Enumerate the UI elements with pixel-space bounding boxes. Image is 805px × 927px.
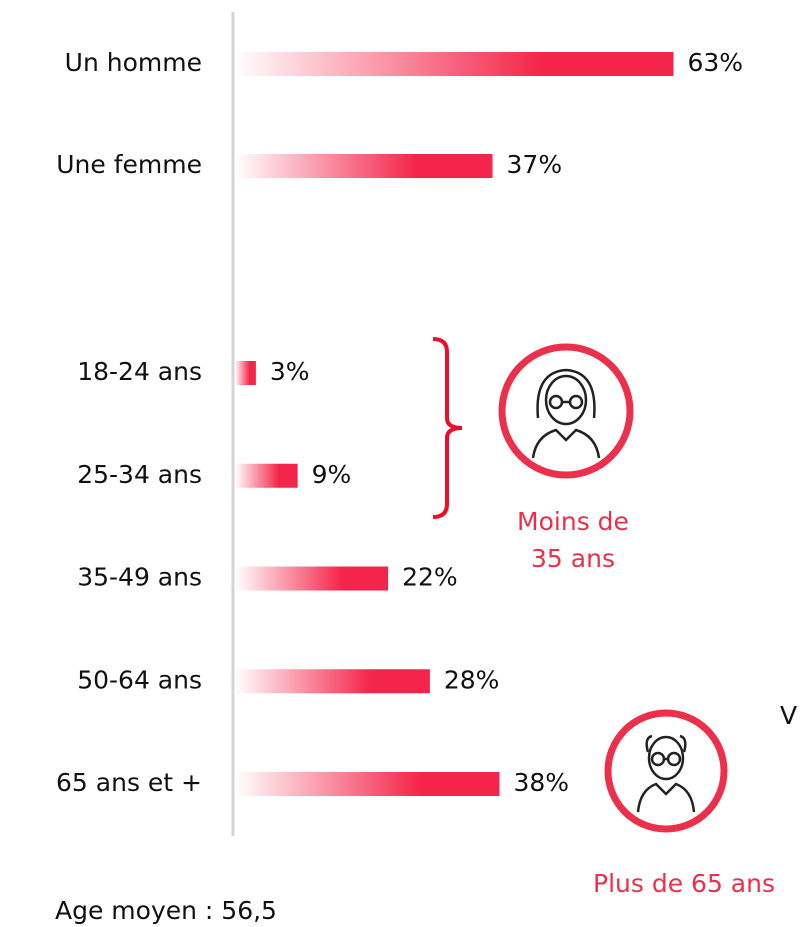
young-label: Moins de xyxy=(517,507,629,536)
category-label: 65 ans et + xyxy=(56,768,202,797)
category-label: Un homme xyxy=(65,48,202,77)
old-label: Plus de 65 ans xyxy=(593,869,775,898)
category-label: Une femme xyxy=(56,150,202,179)
category-label: 18-24 ans xyxy=(77,357,202,386)
bar xyxy=(235,669,430,694)
category-label: 25-34 ans xyxy=(77,460,202,489)
value-label: 28% xyxy=(444,665,500,694)
value-label: 9% xyxy=(312,460,352,489)
edge-text: V xyxy=(780,701,797,730)
bar xyxy=(235,361,256,385)
woman-icon xyxy=(498,343,634,479)
bracket xyxy=(432,337,463,519)
bar xyxy=(235,154,493,178)
bar xyxy=(235,52,674,76)
average-label: Age moyen : 56,5 xyxy=(55,896,277,925)
value-label: 22% xyxy=(402,563,458,592)
value-label: 37% xyxy=(507,150,563,179)
category-label: 35-49 ans xyxy=(77,563,202,592)
value-label: 63% xyxy=(687,48,743,77)
young-label: 35 ans xyxy=(531,544,615,573)
bar xyxy=(235,566,389,591)
category-label: 50-64 ans xyxy=(77,665,202,694)
old-man-icon xyxy=(604,709,728,833)
value-label: 3% xyxy=(270,357,310,386)
bar xyxy=(235,772,500,796)
bar xyxy=(235,463,298,488)
value-label: 38% xyxy=(513,768,569,797)
